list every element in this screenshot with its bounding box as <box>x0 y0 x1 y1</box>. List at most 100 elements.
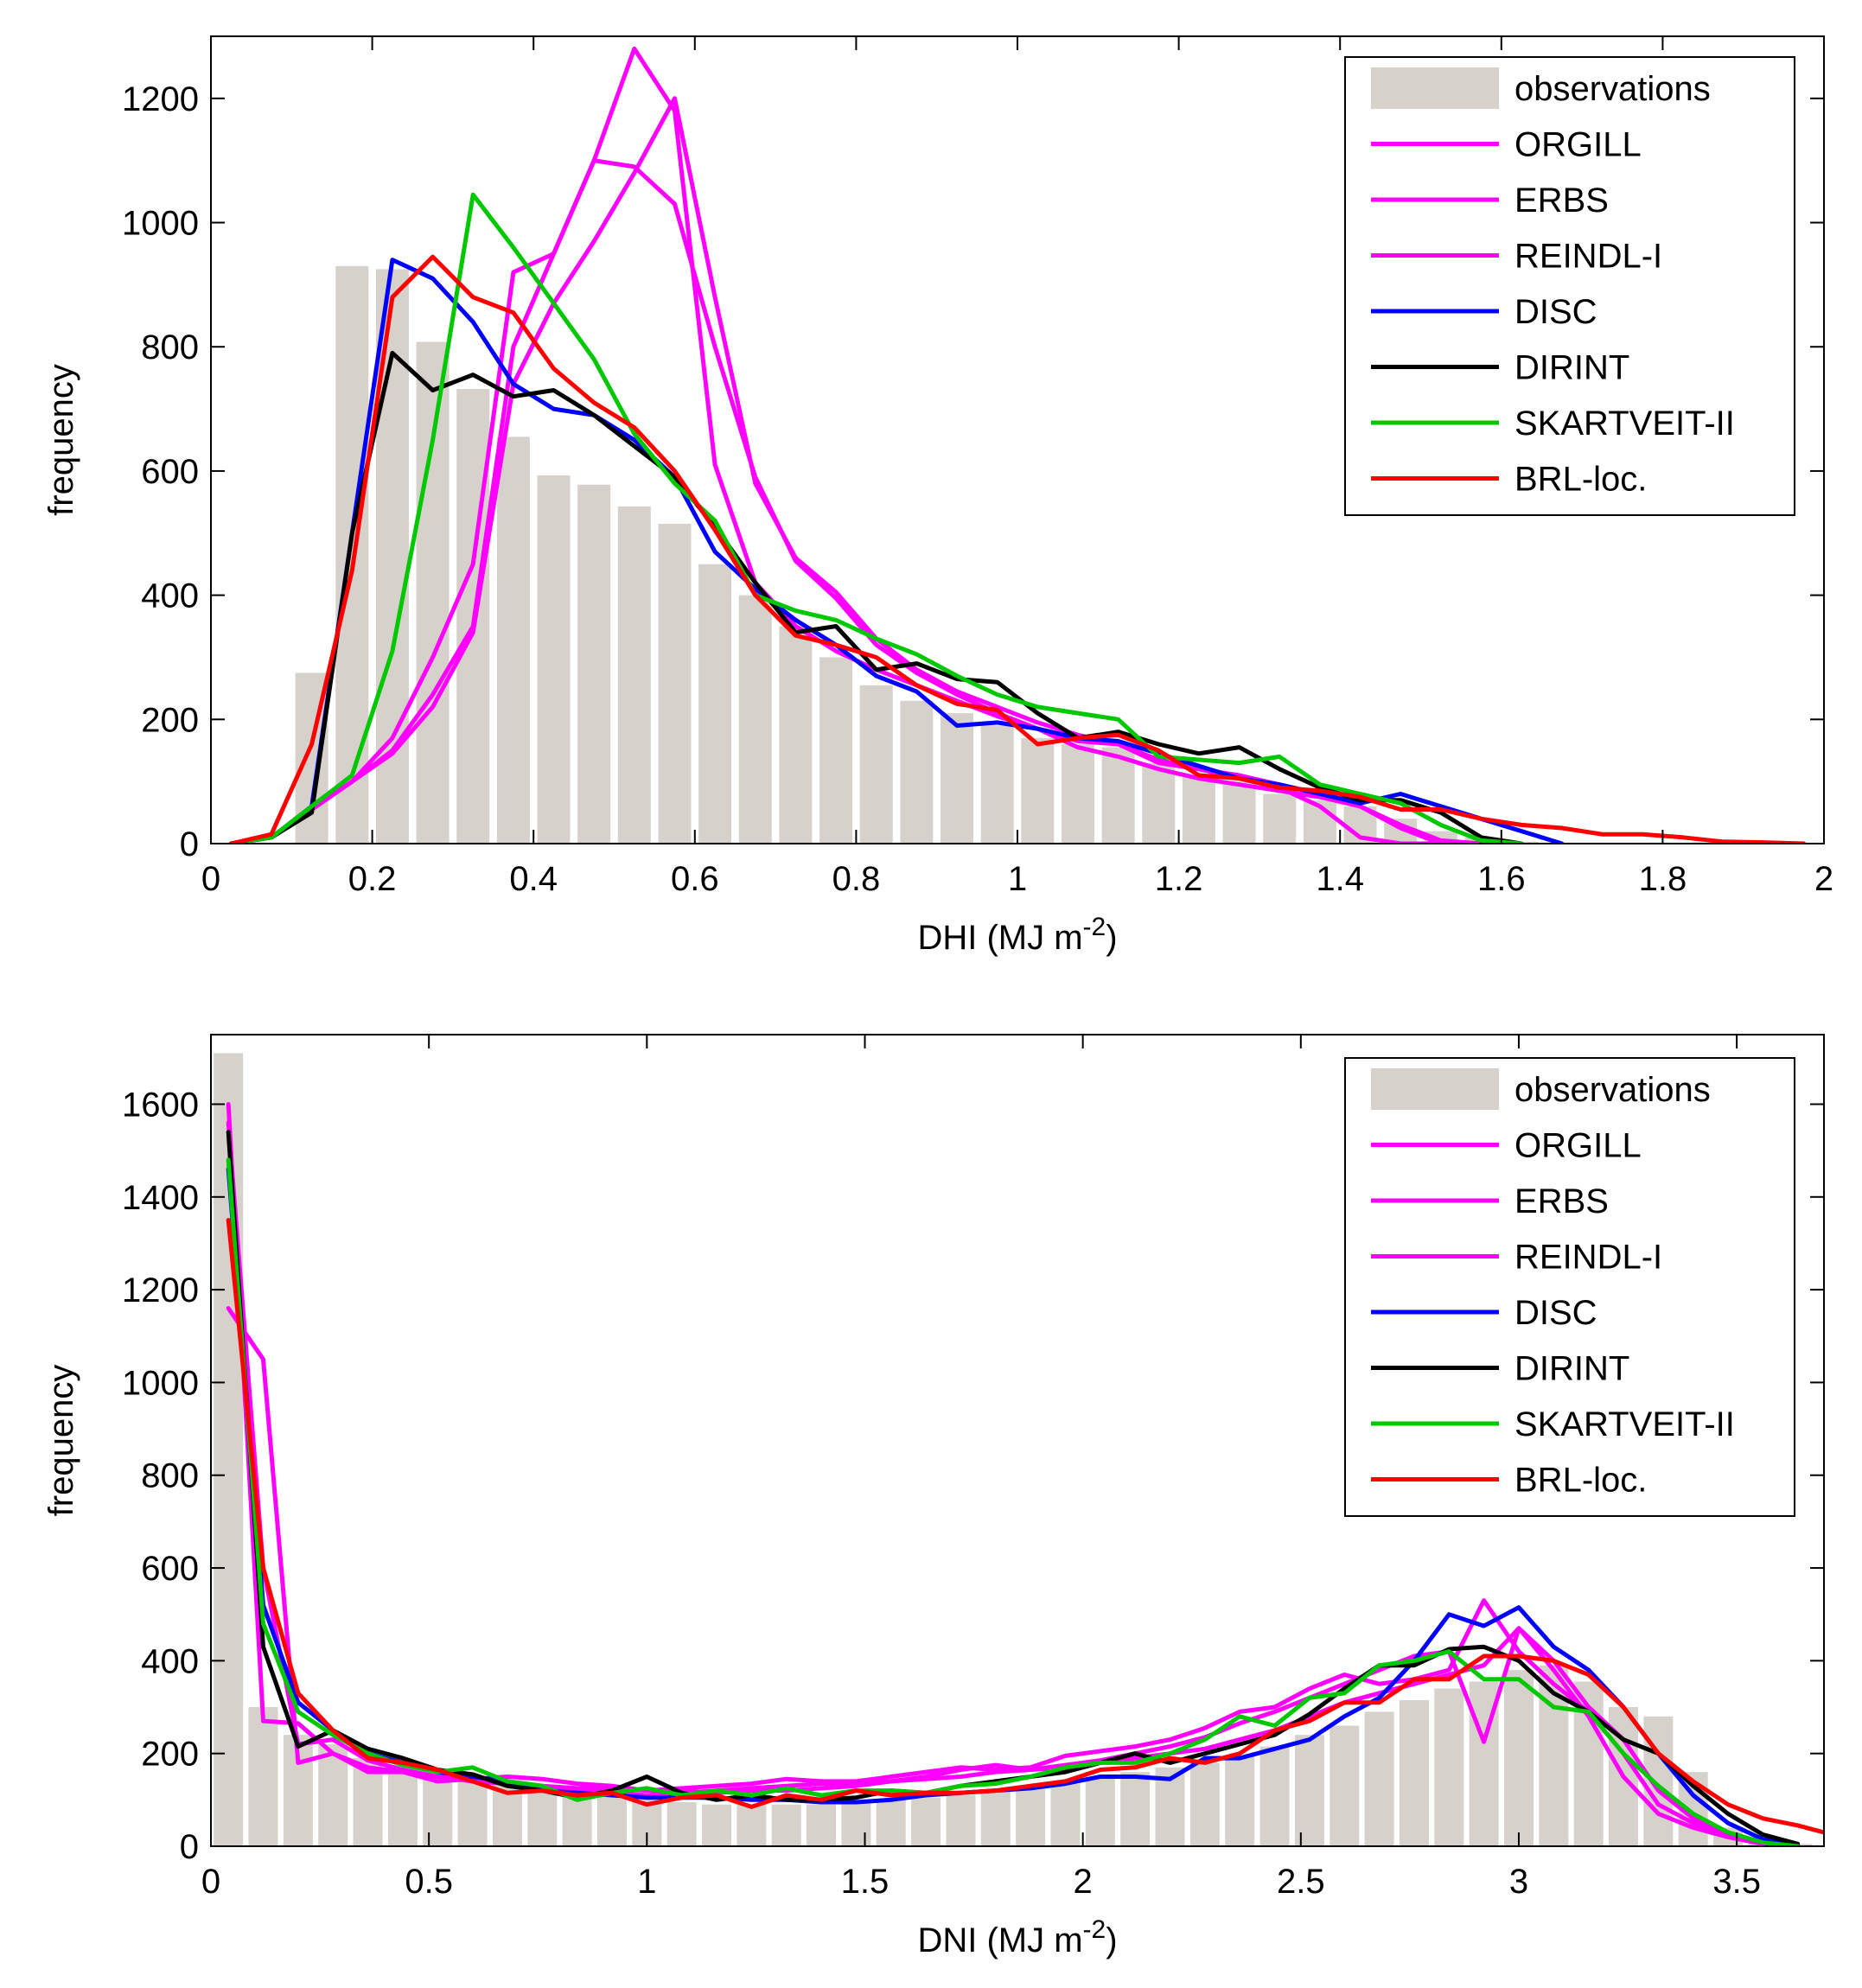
x-tick-label: 1.6 <box>1477 860 1526 898</box>
legend-label: DIRINT <box>1514 1350 1629 1388</box>
bar-observations <box>1225 1755 1255 1846</box>
bar-observations <box>1330 1725 1360 1846</box>
bar-observations <box>1085 1776 1115 1846</box>
observation-bars <box>214 1053 1813 1846</box>
x-tick-label: 0.8 <box>832 860 881 898</box>
legend: observations ORGILL ERBS REINDL-I DISC DIRINT… <box>1344 56 1795 516</box>
y-tick-label: 600 <box>141 1550 199 1588</box>
legend-label: SKARTVEIT-II <box>1514 1405 1735 1443</box>
y-tick-label: 200 <box>141 701 199 739</box>
series-line-disc <box>228 258 1565 844</box>
y-tick-label: 200 <box>141 1736 199 1774</box>
series-line-dirint <box>228 350 1524 844</box>
legend-label: BRL-loc. <box>1514 1462 1647 1500</box>
bar-observations <box>900 700 934 844</box>
bar-observations <box>666 1802 697 1846</box>
legend-label: SKARTVEIT-II <box>1514 405 1735 443</box>
axes-box <box>210 1034 1825 1847</box>
x-tick-label: 1.4 <box>1316 860 1364 898</box>
bar-observations <box>1050 1783 1081 1846</box>
bar-observations <box>416 341 450 844</box>
bar-observations <box>1364 1711 1394 1846</box>
bar-observations <box>819 657 853 844</box>
bar-observations <box>1189 1762 1220 1846</box>
bar-observations <box>537 475 571 844</box>
series-line-brl-loc <box>228 254 1807 844</box>
y-tick-label: 1200 <box>122 1271 199 1309</box>
x-tick-label: 2 <box>1814 860 1833 898</box>
x-tick-label: 3.5 <box>1712 1863 1761 1901</box>
x-tick-label: 0 <box>201 860 220 898</box>
legend-label: ERBS <box>1514 182 1609 220</box>
bar-observations <box>1061 744 1094 844</box>
x-tick-label: 3 <box>1509 1863 1528 1901</box>
y-tick-label: 1000 <box>122 205 199 243</box>
y-tick-label: 400 <box>141 577 199 615</box>
legend-label: observations <box>1514 70 1711 108</box>
model-lines <box>226 1102 1824 1846</box>
y-tick-label: 1200 <box>122 80 199 118</box>
legend-label: ORGILL <box>1514 126 1642 164</box>
bar-observations <box>1434 1688 1464 1846</box>
bar-observations <box>1182 774 1215 844</box>
bar-observations <box>387 1765 418 1846</box>
bar-observations <box>457 1776 488 1846</box>
y-tick-label: 0 <box>180 1828 199 1866</box>
series-line-brl-loc <box>226 1218 1824 1835</box>
x-tick-label: 1.5 <box>841 1863 890 1901</box>
x-tick-label: 0.4 <box>509 860 558 898</box>
legend-label: REINDL-I <box>1514 238 1662 276</box>
x-axis-label: DNI (MJ m-2) <box>917 1915 1117 1959</box>
bar-observations <box>779 626 813 844</box>
legend-label: DIRINT <box>1514 349 1629 387</box>
bar-observations <box>617 506 651 844</box>
y-tick-label: 1400 <box>122 1179 199 1217</box>
bar-observations <box>980 1790 1011 1846</box>
x-tick-label: 0.2 <box>348 860 397 898</box>
bar-observations <box>1399 1699 1429 1846</box>
bar-observations <box>841 1802 871 1846</box>
y-tick-label: 400 <box>141 1642 199 1680</box>
x-tick-label: 0.5 <box>405 1863 453 1901</box>
bar-observations <box>946 1794 976 1846</box>
model-lines <box>228 46 1807 844</box>
bar-observations <box>1259 1746 1290 1846</box>
legend-label: BRL-loc. <box>1514 461 1647 499</box>
legend-box <box>1344 1057 1795 1517</box>
bar-observations <box>911 1797 941 1846</box>
bar-observations <box>318 1743 348 1846</box>
bar-observations <box>248 1707 278 1846</box>
bar-observations <box>1643 1716 1674 1846</box>
bar-observations <box>335 265 369 844</box>
x-tick-label: 2 <box>1074 1863 1093 1901</box>
legend-swatch-observations <box>1371 67 1499 109</box>
x-axis-label: DHI (MJ m-2) <box>917 913 1117 957</box>
bar-observations <box>577 484 611 844</box>
bar-observations <box>698 564 732 844</box>
bar-observations <box>1120 1772 1151 1846</box>
legend-label: observations <box>1514 1071 1711 1109</box>
bar-observations <box>658 523 692 844</box>
bar-observations <box>859 685 893 844</box>
x-tick-label: 0 <box>201 1863 220 1901</box>
bar-observations <box>1101 747 1135 844</box>
legend-label: REINDL-I <box>1514 1239 1662 1277</box>
y-axis-label: frequency <box>42 1365 80 1517</box>
legend-label: DISC <box>1514 1294 1597 1332</box>
x-tick-label: 1 <box>637 1863 656 1901</box>
y-tick-label: 600 <box>141 453 199 491</box>
series-line-reindl-i <box>226 1120 1801 1846</box>
bar-observations <box>980 725 1014 844</box>
y-axis-label: frequency <box>42 364 80 516</box>
legend-label: DISC <box>1514 293 1597 331</box>
bar-observations <box>807 1804 837 1846</box>
legend-label: ORGILL <box>1514 1127 1642 1165</box>
bar-observations <box>941 713 974 844</box>
bar-observations <box>1021 737 1055 844</box>
legend-swatch-observations <box>1371 1068 1499 1110</box>
x-tick-label: 0.6 <box>671 860 719 898</box>
bar-observations <box>1016 1787 1046 1846</box>
x-tick-label: 1 <box>1008 860 1027 898</box>
